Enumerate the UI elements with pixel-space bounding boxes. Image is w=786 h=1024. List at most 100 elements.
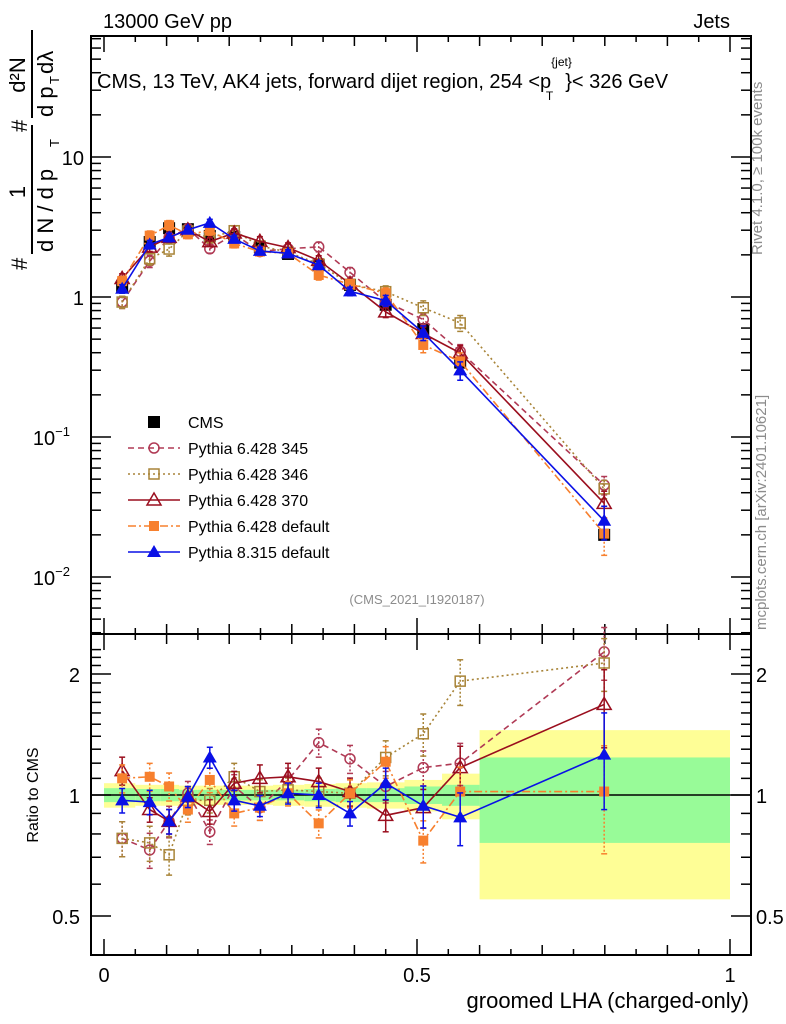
main-point-pythia-6-428-default bbox=[117, 276, 128, 287]
ylabel-hash-2: # bbox=[7, 119, 32, 132]
ylabel-num-top: d²N bbox=[5, 57, 30, 92]
ratio-point-pythia-6-428-370 bbox=[595, 695, 613, 711]
ylabel-den-top-sub: T bbox=[47, 76, 62, 84]
main-point-pythia-6-428-370 bbox=[201, 233, 219, 248]
main-point-pythia-8-315-default bbox=[180, 222, 195, 235]
ratio-point-pythia-6-428-default bbox=[144, 771, 155, 782]
main-point-pythia-8-315-default bbox=[227, 231, 242, 244]
legend-marker-pythia-6-428-345 bbox=[148, 442, 160, 454]
main-point-pythia-8-315-default bbox=[378, 293, 393, 306]
ratio-point-pythia-6-428-345 bbox=[204, 826, 216, 838]
main-point-pythia-8-315-default bbox=[453, 363, 468, 376]
main-line-pythia-6-428-370 bbox=[121, 228, 605, 504]
ratio-point-pythia-6-428-default bbox=[229, 808, 240, 819]
ylabel-hash-1: # bbox=[7, 257, 32, 270]
rivet-label: Rivet 4.1.0, ≥ 100k events bbox=[749, 82, 766, 255]
ratio-point-pythia-6-428-default bbox=[418, 835, 429, 846]
ylabel-den-top: d p bbox=[33, 86, 58, 117]
ratio-axes: 0 0.5 1 0.5 0.5 1 1 2 2 bbox=[52, 633, 784, 987]
x-tick-label: 1 bbox=[724, 965, 735, 987]
ratio-point-pythia-6-428-346 bbox=[454, 675, 466, 687]
main-point-pythia-6-428-default bbox=[164, 220, 175, 231]
main-point-pythia-8-315-default bbox=[202, 215, 217, 228]
ratio-point-pythia-8-315-default bbox=[142, 795, 157, 808]
ratio-point-pythia-8-315-default bbox=[311, 788, 326, 800]
ratio-point-pythia-6-428-345 bbox=[312, 736, 325, 749]
main-axes: 10−2 10−1 1 10 bbox=[33, 35, 752, 635]
legend-marker-cms bbox=[148, 416, 160, 428]
main-point-pythia-8-315-default bbox=[597, 513, 612, 526]
ratio-point-pythia-8-315-default bbox=[453, 810, 468, 823]
x-tick-label: 0 bbox=[98, 965, 109, 987]
main-point-pythia-6-428-default bbox=[144, 230, 155, 241]
ratio-line-pythia-6-428-346 bbox=[122, 662, 605, 856]
ratio-point-pythia-6-428-346 bbox=[163, 849, 175, 861]
main-point-pythia-6-428-346 bbox=[143, 252, 156, 265]
ratio-point-pythia-6-428-default bbox=[182, 804, 193, 815]
ratio-line-pythia-8-315-default bbox=[122, 753, 605, 823]
ratio-point-pythia-6-428-default bbox=[380, 756, 391, 767]
main-point-pythia-8-315-default bbox=[311, 258, 326, 271]
main-point-pythia-8-315-default bbox=[142, 237, 157, 250]
header-left: 13000 GeV pp bbox=[103, 11, 232, 33]
ratio-point-pythia-8-315-default bbox=[416, 798, 431, 811]
ratio-point-pythia-8-315-default bbox=[115, 793, 130, 806]
ratio-point-pythia-6-428-default bbox=[204, 774, 215, 785]
legend-marker-pythia-8-315-default bbox=[147, 545, 161, 557]
title-text: CMS, 13 TeV, AK4 jets, forward dijet reg… bbox=[97, 55, 669, 103]
main-line-pythia-6-428-346 bbox=[121, 229, 605, 490]
main-point-pythia-6-428-345 bbox=[312, 241, 325, 253]
ylabel-den-top-tail: dλ bbox=[33, 51, 58, 74]
main-series bbox=[113, 215, 613, 557]
main-line-pythia-6-428-default bbox=[121, 224, 605, 535]
ratio-point-pythia-6-428-370 bbox=[251, 769, 269, 785]
main-point-pythia-6-428-346 bbox=[454, 317, 466, 329]
main-point-pythia-6-428-346 bbox=[116, 296, 128, 308]
ratio-point-pythia-8-315-default bbox=[227, 793, 242, 806]
legend-label-cms: CMS bbox=[188, 415, 224, 432]
main-point-pythia-6-428-default bbox=[418, 339, 429, 350]
title-after: }< 326 GeV bbox=[565, 71, 669, 93]
ratio-point-pythia-8-315-default bbox=[162, 814, 177, 827]
main-point-pythia-6-428-370 bbox=[377, 303, 395, 318]
ratio-point-pythia-6-428-default bbox=[345, 788, 356, 799]
ratio-point-pythia-8-315-default bbox=[597, 747, 612, 760]
ratio-series bbox=[113, 626, 613, 876]
legend-label-pythia-6-428-default: Pythia 6.428 default bbox=[188, 519, 330, 536]
legend-marker-pythia-6-428-370 bbox=[145, 491, 163, 506]
main-point-pythia-6-428-default bbox=[345, 279, 356, 290]
x-tick-label: 0.5 bbox=[403, 965, 431, 987]
ratio-point-pythia-6-428-346 bbox=[417, 728, 430, 740]
ratio-point-pythia-6-428-370 bbox=[225, 774, 243, 789]
main-point-pythia-6-428-default bbox=[380, 288, 391, 299]
ratio-point-pythia-6-428-370 bbox=[201, 802, 219, 818]
legend: CMS Pythia 6.428 345 Pythia 6.428 346 Pythi… bbox=[128, 415, 330, 562]
ratio-point-pythia-6-428-default bbox=[455, 786, 466, 797]
ratio-point-pythia-6-428-default bbox=[313, 818, 324, 829]
ylabel-one: 1 bbox=[5, 186, 30, 198]
ratio-point-pythia-6-428-default bbox=[117, 773, 128, 784]
main-point-pythia-8-315-default bbox=[281, 246, 296, 259]
y-tick-label: 10 bbox=[62, 148, 84, 170]
main-point-pythia-6-428-default bbox=[313, 269, 324, 280]
y-tick-label-left: 2 bbox=[69, 665, 80, 687]
title-sup: {jet} bbox=[551, 55, 572, 69]
title-sub: T bbox=[546, 89, 554, 103]
y-tick-label-right: 1 bbox=[756, 786, 767, 808]
main-point-pythia-8-315-default bbox=[162, 230, 177, 243]
ratio-point-pythia-6-428-345 bbox=[417, 761, 430, 774]
main-point-pythia-8-315-default bbox=[416, 325, 431, 338]
y-tick-label-right: 2 bbox=[756, 665, 767, 687]
main-point-pythia-6-428-346 bbox=[163, 243, 175, 255]
legend-marker-pythia-6-428-default bbox=[149, 521, 159, 531]
legend-label-pythia-8-315-default: Pythia 8.315 default bbox=[188, 545, 330, 562]
title-before: CMS, 13 TeV, AK4 jets, forward dijet reg… bbox=[97, 71, 551, 93]
xlabel: groomed LHA (charged-only) bbox=[467, 988, 749, 1013]
analysis-id: (CMS_2021_I1920187) bbox=[349, 592, 484, 607]
main-point-pythia-8-315-default bbox=[343, 284, 358, 297]
main-point-pythia-6-428-346 bbox=[417, 302, 430, 314]
ratio-point-pythia-6-428-346 bbox=[143, 837, 156, 849]
y-tick-label-right: 0.5 bbox=[756, 907, 784, 929]
ratio-point-pythia-8-315-default bbox=[378, 776, 393, 789]
main-point-pythia-6-428-default bbox=[204, 225, 215, 236]
